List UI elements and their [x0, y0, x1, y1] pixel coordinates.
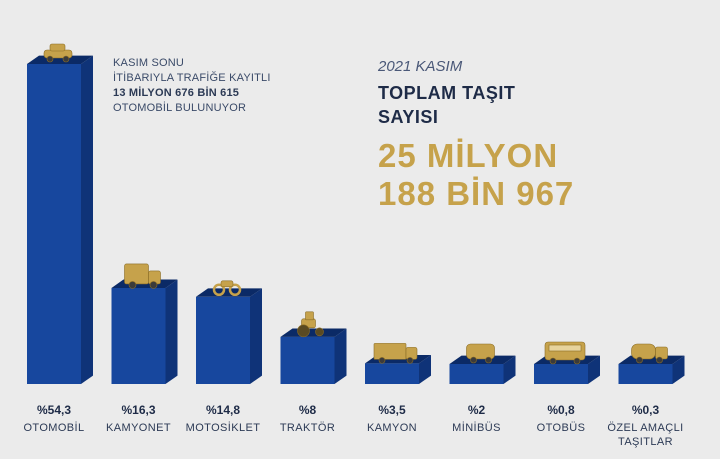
bar-side: [250, 288, 262, 384]
category-label: TRAKTÖR: [280, 422, 335, 434]
bar-group: %54,3 OTOMOBİL: [23, 43, 93, 434]
bar-side: [81, 55, 93, 384]
value-label: %2: [468, 403, 486, 417]
category-label: KAMYON: [367, 422, 417, 434]
bar: [27, 64, 81, 384]
car-icon: [43, 43, 73, 63]
bar-side: [165, 279, 178, 384]
special-vehicle-icon: [631, 343, 668, 364]
title-line-1: TOPLAM TAŞIT: [378, 83, 516, 103]
bar-group: %16,3 KAMYONET: [106, 263, 178, 434]
bar: [618, 364, 673, 384]
bar: [280, 336, 335, 384]
note-line-1: KASIM SONU: [113, 57, 185, 69]
category-label: OTOBÜS: [537, 422, 586, 434]
total-line-1: 25 MİLYON: [378, 137, 559, 174]
otomobil-note: KASIM SONU İTİBARIYLA TRAFİĞE KAYITLI 13…: [113, 56, 313, 116]
minibus-icon: [466, 343, 495, 364]
headline-block: 2021 KASIM TOPLAM TAŞIT SAYISI 25 MİLYON…: [378, 58, 574, 213]
bar: [365, 363, 419, 384]
bar-side: [419, 354, 431, 384]
bar-side: [334, 328, 347, 384]
title-line-2: SAYISI: [378, 107, 439, 127]
note-line-3: 13 MİLYON 676 BİN 615: [113, 87, 240, 99]
tractor-icon: [297, 311, 324, 338]
category-label: MİNİBÜS: [452, 421, 501, 434]
pickup-truck-icon: [124, 263, 161, 289]
category-label: OTOMOBİL: [23, 421, 84, 434]
value-label: %0,3: [632, 403, 660, 417]
bar-top: [449, 355, 516, 364]
category-label: TAŞITLAR: [618, 436, 673, 448]
bar-group: %2 MİNİBÜS: [449, 343, 516, 434]
bar-top: [27, 55, 93, 64]
category-label: KAMYONET: [106, 422, 171, 434]
value-label: %8: [299, 403, 317, 417]
bar: [196, 296, 250, 384]
bus-icon: [544, 341, 586, 365]
value-label: %16,3: [121, 403, 155, 417]
value-label: %0,8: [547, 403, 575, 417]
bar-group: %0,3 ÖZEL AMAÇLI TAŞITLAR: [607, 343, 685, 448]
total-count: 25 MİLYON 188 BİN 967: [378, 137, 574, 213]
motorcycle-icon: [212, 280, 242, 297]
bar-group: %0,8 OTOBÜS: [534, 341, 600, 434]
bar-side: [672, 355, 685, 384]
value-label: %3,5: [378, 403, 406, 417]
bar: [534, 364, 588, 384]
period-label: 2021 KASIM: [378, 58, 463, 75]
value-label: %54,3: [37, 403, 71, 417]
bar-group: %3,5 KAMYON: [365, 343, 431, 434]
bar-group: %8 TRAKTÖR: [280, 311, 347, 434]
bar-top: [280, 328, 347, 337]
bar-top: [196, 288, 262, 297]
bar-side: [588, 355, 600, 384]
note-line-2: İTİBARIYLA TRAFİĞE KAYITLI: [113, 72, 271, 84]
category-label: MOTOSİKLET: [186, 421, 261, 434]
note-line-4: OTOMOBİL BULUNUYOR: [113, 102, 247, 114]
truck-icon: [373, 343, 418, 364]
total-line-2: 188 BİN 967: [378, 175, 575, 212]
category-label: ÖZEL AMAÇLI: [607, 422, 683, 434]
value-label: %14,8: [206, 403, 240, 417]
bar: [111, 287, 166, 384]
chart-title: TOPLAM TAŞIT SAYISI: [378, 81, 574, 129]
bar-group: %14,8 MOTOSİKLET: [186, 280, 262, 434]
bar-side: [503, 355, 516, 384]
bar: [449, 364, 504, 384]
